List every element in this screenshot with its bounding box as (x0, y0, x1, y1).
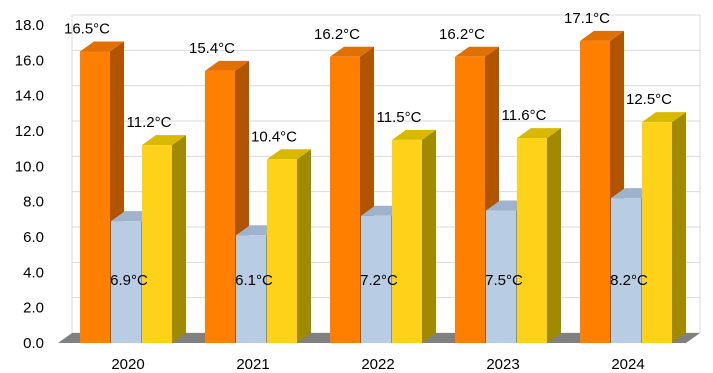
bar-side-face (172, 135, 186, 343)
y-tick-label: 18.0 (15, 17, 44, 34)
x-tick-label: 2022 (361, 356, 394, 373)
bar-top-face (517, 128, 561, 139)
data-label: 11.5°C (377, 109, 422, 126)
bar-front-face (267, 159, 297, 343)
bar-front-face (236, 235, 266, 343)
bar-top-face (142, 135, 186, 146)
bar-side-face (547, 128, 561, 343)
data-labels: 16.5°C 6.9°C 11.2°C 15.4°C 6.1°C 10.4°C 16.2°C… (64, 10, 672, 289)
bar-top-face (642, 112, 686, 123)
bar-top-face (392, 129, 436, 140)
bar-2023-series-3 (517, 128, 561, 343)
bar-front-face (455, 56, 485, 344)
bar-front-face (330, 56, 360, 344)
bar-front-face (642, 122, 672, 344)
y-tick-label: 0.0 (23, 335, 44, 352)
bar-front-face (517, 138, 547, 343)
data-label: 16.5°C (64, 21, 110, 38)
bar-side-face (672, 112, 686, 344)
data-label: 11.2°C (127, 114, 172, 131)
bar-front-face (80, 51, 110, 343)
bar-top-face (330, 46, 374, 57)
x-tick-label: 2020 (111, 356, 144, 373)
bar-top-face (80, 41, 124, 52)
bar-2022-series-1 (330, 46, 374, 344)
bar-front-face (111, 221, 141, 343)
bar-2022-series-3 (392, 129, 436, 343)
data-label: 10.4°C (251, 128, 297, 145)
data-label: 16.2°C (314, 26, 360, 43)
bar-front-face (486, 210, 516, 343)
bar-top-face (205, 60, 249, 71)
data-label: 17.1°C (564, 10, 610, 27)
bar-front-face (392, 139, 422, 343)
x-axis: 2020 2021 2022 2023 2024 (111, 356, 644, 373)
y-tick-label: 2.0 (23, 300, 44, 317)
data-label: 7.5°C (485, 272, 523, 289)
data-label: 6.9°C (110, 272, 148, 289)
data-label: 11.6°C (502, 107, 547, 124)
bar-side-face (422, 129, 436, 343)
data-label: 8.2°C (610, 272, 648, 289)
bar-front-face (580, 40, 610, 344)
bar-side-face (297, 149, 311, 343)
y-axis: 0.0 2.0 4.0 6.0 8.0 10.0 12.0 14.0 16.0 18.0 (15, 17, 44, 352)
bars (80, 30, 686, 344)
bar-top-face (580, 30, 624, 41)
bar-2021-series-3 (267, 149, 311, 343)
data-label: 12.5°C (626, 91, 672, 108)
bar-top-face (455, 46, 499, 57)
bar-front-face (205, 70, 235, 343)
data-label: 15.4°C (189, 40, 235, 57)
y-tick-label: 4.0 (23, 264, 44, 281)
bar-front-face (361, 215, 391, 343)
y-tick-label: 8.0 (23, 194, 44, 211)
bar-front-face (142, 145, 172, 343)
x-tick-label: 2023 (486, 356, 519, 373)
x-tick-label: 2024 (611, 356, 644, 373)
bar-front-face (611, 198, 641, 343)
data-label: 6.1°C (235, 272, 273, 289)
y-tick-label: 10.0 (15, 158, 44, 175)
bar-2020-series-3 (142, 135, 186, 343)
y-tick-label: 6.0 (23, 229, 44, 246)
bar-2024-series-3 (642, 112, 686, 344)
x-tick-label: 2021 (236, 356, 269, 373)
y-tick-label: 16.0 (15, 52, 44, 69)
data-label: 16.2°C (439, 26, 485, 43)
bar-top-face (267, 149, 311, 160)
data-label: 7.2°C (360, 272, 398, 289)
y-tick-label: 14.0 (15, 88, 44, 105)
y-tick-label: 12.0 (15, 123, 44, 140)
